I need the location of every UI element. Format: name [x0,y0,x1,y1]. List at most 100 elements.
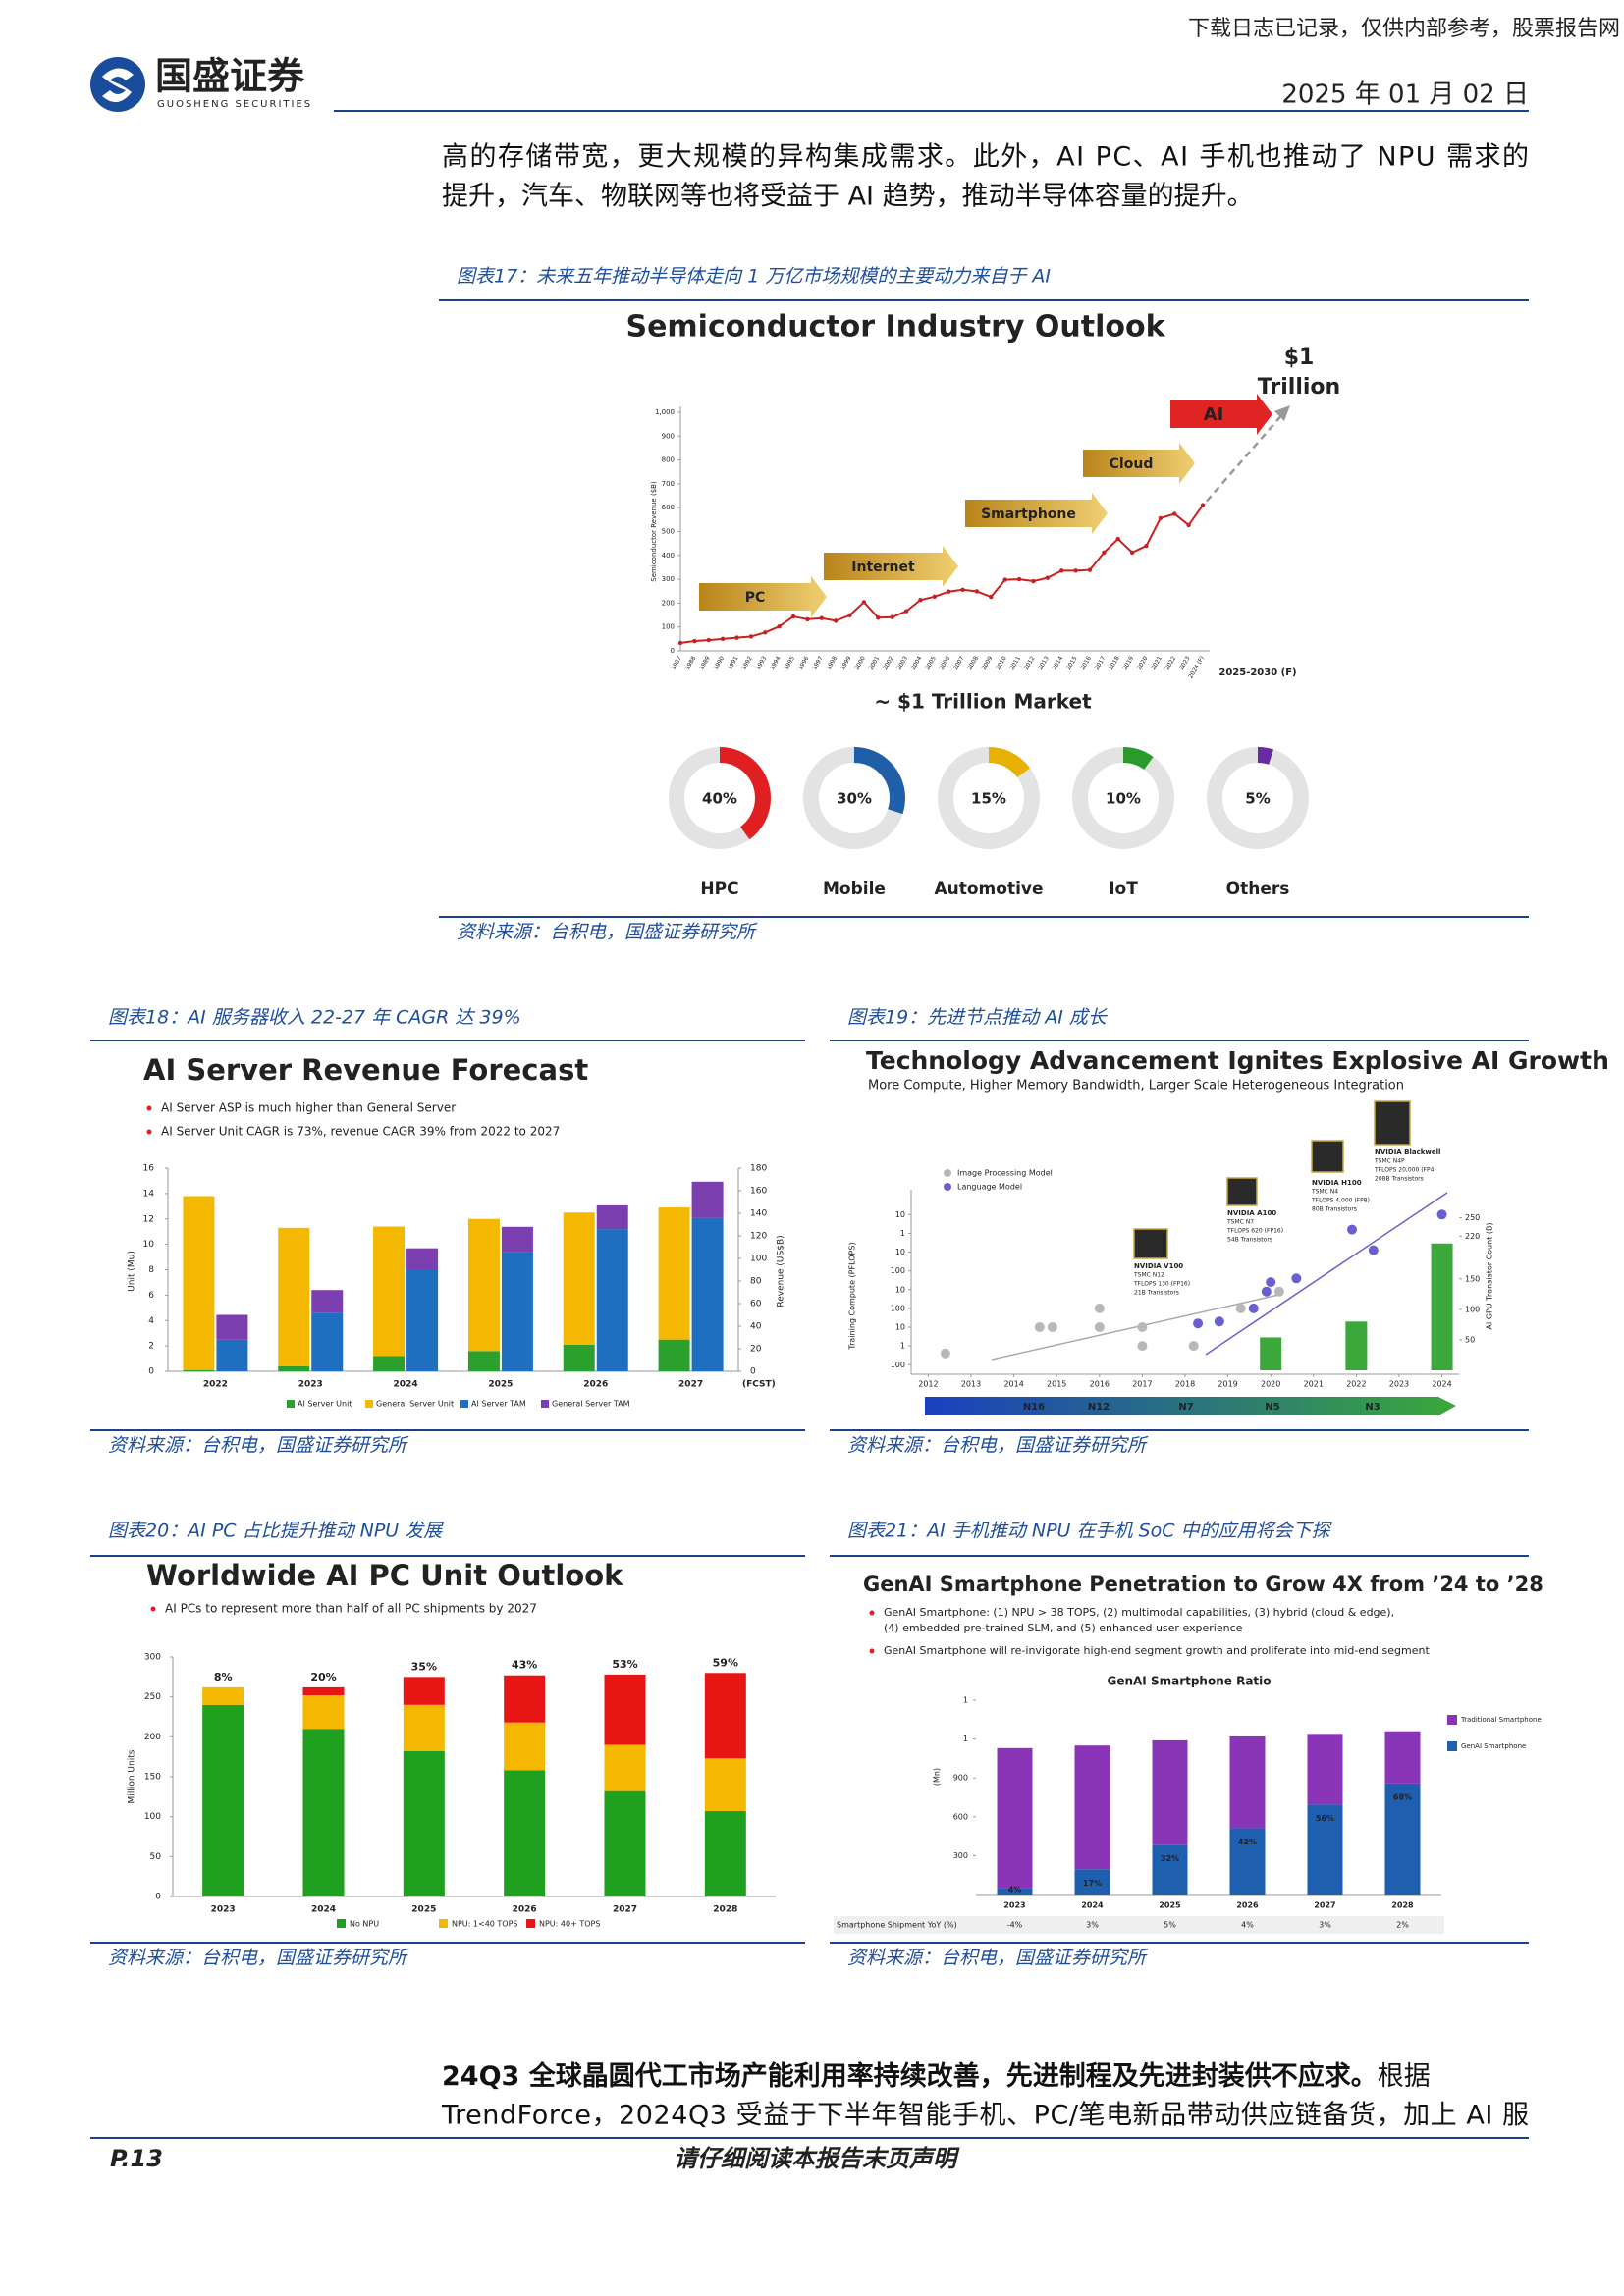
y-tick-label: 0 [671,647,675,655]
data-point [1094,1303,1105,1313]
y-tick-label: 14 [143,1189,155,1199]
product-spec: TFLOPS 4,000 (FP8) [1311,1198,1370,1204]
product-spec: TFLOPS 620 (FP16) [1226,1228,1283,1235]
x-tick-label: 1998 [825,655,839,671]
x-tick-label: 2004 [910,655,924,671]
x-tick-label: 2025 [1159,1901,1181,1910]
bar-segment [1307,1804,1343,1895]
data-point [1034,1322,1045,1333]
y-tick-label: 100 [891,1361,905,1369]
market-label: ~ $1 Trillion Market [874,690,1092,714]
trend-line [1205,1192,1448,1356]
data-point [1087,567,1093,572]
legend-swatch [287,1400,295,1408]
share-label: 53% [612,1658,637,1671]
node-label: N12 [1088,1402,1110,1413]
logo-subtext: GUOSHENG SECURITIES [157,99,312,110]
legend-label: Image Processing Model [957,1169,1053,1178]
bar-segment [1229,1735,1266,1829]
transistor-bar [1345,1321,1368,1370]
x-tick-label: 2013 [961,1380,981,1389]
product-spec: 54B Transistors [1227,1237,1272,1244]
bullet-text: AI PCs to represent more than half of al… [165,1602,537,1616]
x-tick-label: 2028 [1391,1901,1414,1910]
y-tick-label: 1 [900,1229,905,1238]
bar-segment [704,1673,746,1759]
y-tick-label: 12 [143,1214,154,1224]
data-point [692,638,697,644]
yoy-value: 2% [1396,1921,1409,1930]
x-tick-label: 2014 [1003,1380,1023,1389]
chart-subtitle: More Compute, Higher Memory Bandwidth, L… [868,1079,1404,1094]
y-tick-label: 300 [662,575,675,583]
x-tick-label: 2012 [918,1380,938,1389]
data-point [790,614,796,619]
data-point [1137,1322,1148,1333]
transistor-bar [1260,1337,1282,1370]
phase-arrow [824,546,958,587]
y-tick-label: 10 [895,1285,905,1294]
y-tick-label: 800 [662,456,675,464]
figure-caption: 图表19：先进节点推动 AI 成长 [847,1007,1109,1029]
logo-text: 国盛证券 [155,55,305,98]
phase-label: PC [745,590,766,606]
data-point [918,598,923,603]
y-tick-label: 900 [953,1774,968,1783]
y-axis-label: Training Compute (PFLOPS) [848,1242,857,1350]
x-tick-label: 1991 [727,655,740,671]
x-note: (FCST) [742,1380,776,1390]
data-point [833,618,839,623]
figure-source: 资料来源：台积电，国盛证券研究所 [847,1948,1149,1969]
x-tick-label: 2024 [394,1380,418,1390]
data-point [1200,503,1206,507]
body-text: 高的存储带宽，更大规模的异构集成需求。此外，AI PC、AI 手机也推动了 NP… [442,142,1529,173]
data-point [1137,1341,1148,1352]
x-tick-label: 2005 [924,655,938,671]
data-point [1158,515,1164,521]
y-tick-label: 80 [750,1277,762,1287]
phase-label: Smartphone [981,507,1076,522]
y-tick-label: 4 [148,1316,154,1326]
data-point [1045,575,1051,580]
legend-dot [944,1169,951,1177]
bar-segment [216,1339,248,1371]
bullet-text: (4) embedded pre-trained SLM, and (5) en… [884,1622,1243,1634]
y-tick-label: 16 [143,1164,155,1174]
bar-segment [704,1810,746,1896]
yoy-value: 4% [1241,1921,1254,1930]
x-tick-label: 2012 [1023,655,1037,671]
x-tick-label: 2009 [981,655,995,671]
figure-source: 资料来源：台积电，国盛证券研究所 [108,1435,409,1457]
donut-value-label: 5% [1245,790,1270,808]
x-tick-label: 2018 [1175,1380,1195,1389]
y-tick-label: 6 [148,1291,154,1301]
figure-caption: 图表18：AI 服务器收入 22-27 年 CAGR 达 39% [108,1007,521,1029]
bar-segment [302,1686,345,1696]
donut-arc [1072,747,1174,849]
x-tick-label: 2017 [1094,655,1108,671]
bar-segment [183,1369,215,1371]
x-tick-label: 2010 [995,655,1008,671]
figure-source: 资料来源：台积电，国盛证券研究所 [457,922,758,943]
product-name: NVIDIA A100 [1227,1209,1276,1217]
x-tick-label: 2000 [853,655,867,671]
figure-caption: 图表21：AI 手机推动 NPU 在手机 SoC 中的应用将会下探 [847,1521,1333,1542]
bar-segment [1152,1739,1188,1845]
x-tick-label: 2001 [868,655,882,671]
x-tick-label: 2016 [1079,655,1093,671]
data-point [1261,1286,1272,1297]
chip-icon [1133,1228,1168,1259]
data-point [932,594,938,600]
product-spec: 80B Transistors [1312,1206,1357,1213]
y-axis-label: (Mn) [933,1768,942,1786]
donut-category: Automotive [934,880,1043,899]
forecast-trend [1206,411,1285,503]
y-tick-label: 250 [1465,1213,1480,1222]
node-label: N3 [1365,1402,1380,1413]
bar-segment [1307,1734,1343,1805]
figure-source: 资料来源：台积电，国盛证券研究所 [108,1948,409,1969]
x-tick-label: 2020 [1261,1380,1280,1389]
data-point [748,634,754,639]
data-point [677,640,683,646]
